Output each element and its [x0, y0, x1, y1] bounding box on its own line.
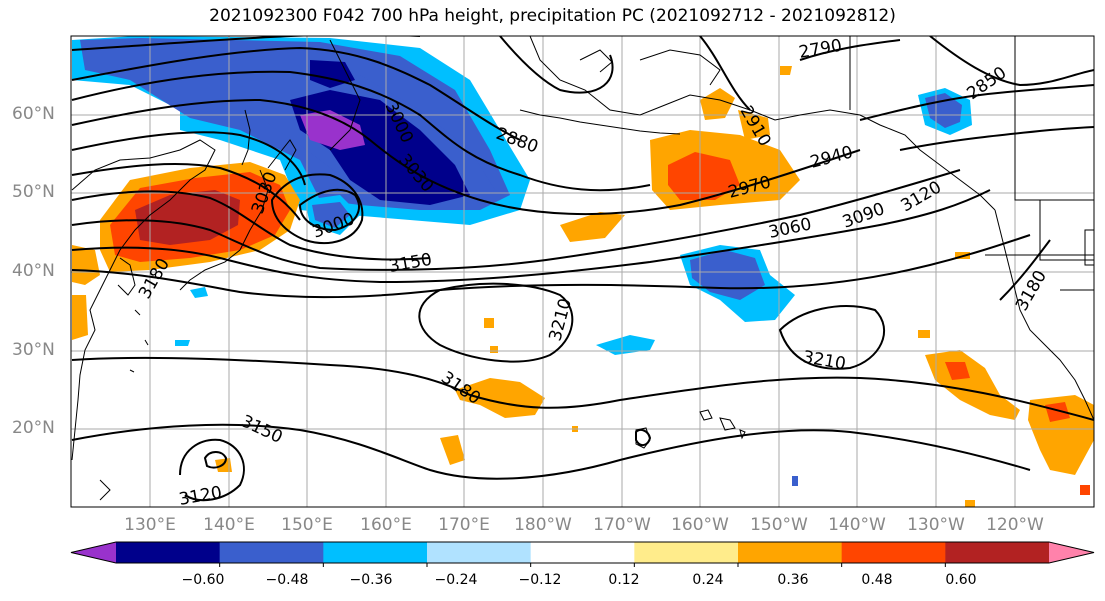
lat-label: 40°N [12, 261, 55, 281]
colorbar-tick-label: −0.24 [434, 572, 478, 588]
colorbar-swatch [427, 542, 532, 563]
lon-label: 150°W [750, 515, 808, 535]
colorbar-tick-label: 0.24 [692, 572, 724, 588]
lon-label: 160°W [671, 515, 729, 535]
colorbar-tick-label: −0.36 [349, 572, 393, 588]
colorbar-outline [70, 541, 1095, 564]
colorbar-swatch [841, 542, 946, 563]
lon-label: 180°W [514, 515, 572, 535]
lat-label: 20°N [12, 418, 55, 438]
colorbar-tick-label: −0.48 [265, 572, 309, 588]
lon-label: 130°E [124, 515, 176, 535]
coastlines [71, 36, 1094, 501]
lon-label: 150°E [281, 515, 333, 535]
lat-label: 60°N [12, 104, 55, 124]
colorbar-tick-label: 0.12 [608, 572, 640, 588]
colorbar-tick-label: −0.12 [518, 572, 562, 588]
colorbar [70, 541, 1095, 567]
lon-label: 170°E [438, 515, 490, 535]
colorbar-tick-label: 0.48 [861, 572, 893, 588]
map-title: 2021092300 F042 700 hPa height, precipit… [209, 6, 896, 26]
colorbar-swatch [116, 542, 221, 563]
lon-label: 170°W [593, 515, 651, 535]
lat-label: 30°N [12, 340, 55, 360]
colorbar-tick-label: 0.36 [777, 572, 809, 588]
colorbar-swatch [738, 542, 843, 563]
colorbar-tick-label: −0.60 [181, 572, 225, 588]
colorbar-swatch [219, 542, 324, 563]
colorbar-extend-min [71, 542, 116, 563]
colorbar-swatch [945, 542, 1050, 563]
map-frame [70, 35, 1095, 508]
lon-label: 120°W [986, 515, 1044, 535]
lon-label: 140°E [203, 515, 255, 535]
colorbar-extend-max [1049, 542, 1094, 563]
colorbar-tick-label: 0.60 [945, 572, 977, 588]
colorbar-swatch [323, 542, 428, 563]
lon-label: 140°W [828, 515, 886, 535]
height-contours [71, 36, 1094, 502]
colorbar-swatch [530, 542, 635, 563]
lon-label: 160°E [360, 515, 412, 535]
colorbar-swatch [634, 542, 739, 563]
lat-label: 50°N [12, 182, 55, 202]
lon-label: 130°W [907, 515, 965, 535]
